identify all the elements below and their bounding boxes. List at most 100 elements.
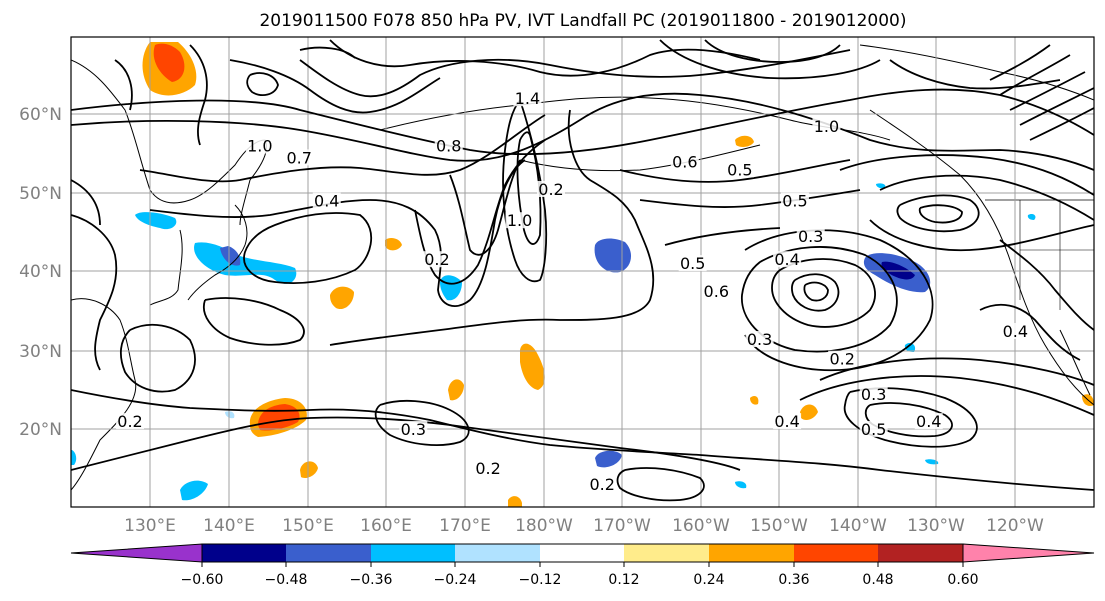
contour-label: 0.6 bbox=[672, 152, 697, 171]
colorbar-outline bbox=[201, 543, 964, 563]
pv-contour bbox=[149, 159, 526, 307]
pv-shade-negative bbox=[904, 342, 916, 352]
pv-contour bbox=[299, 49, 851, 98]
colorbar-tick-labels: −0.60 −0.48 −0.36 −0.24 −0.12 0.12 0.24 … bbox=[181, 572, 979, 588]
lat-label: 50°N bbox=[19, 184, 62, 204]
contour-label: 0.6 bbox=[704, 282, 729, 301]
contour-label-bg bbox=[285, 149, 314, 166]
contour-label: 0.2 bbox=[117, 412, 142, 431]
colorbar-segment bbox=[624, 544, 709, 562]
contour-label-bg bbox=[745, 331, 774, 347]
lon-label: 130°W bbox=[907, 516, 965, 536]
contour-label: 0.5 bbox=[680, 254, 705, 273]
contour-label: 0.4 bbox=[1003, 322, 1028, 341]
pv-contour bbox=[1009, 71, 1086, 111]
contour-label-bg bbox=[474, 460, 503, 477]
pv-shade-positive bbox=[520, 343, 545, 390]
pv-contour bbox=[744, 229, 934, 372]
colorbar-segments bbox=[70, 543, 1095, 563]
pv-shade-positive bbox=[750, 396, 759, 405]
contour-label: 0.3 bbox=[798, 227, 823, 246]
pv-contour bbox=[243, 212, 372, 284]
pv-shade-positive bbox=[385, 237, 402, 251]
contour-label-bg bbox=[780, 192, 809, 209]
contour-label-bg bbox=[670, 153, 699, 170]
contour-label-bg bbox=[513, 90, 542, 107]
pv-shade-negative bbox=[225, 411, 235, 419]
contour-label-bg bbox=[812, 117, 841, 134]
pv-shade-negative bbox=[180, 480, 208, 501]
contour-label: 0.3 bbox=[401, 420, 426, 439]
contour-label: 0.2 bbox=[829, 350, 854, 369]
contour-label: 0.8 bbox=[436, 137, 461, 156]
pv-contour bbox=[918, 204, 963, 224]
contour-label-bg bbox=[505, 212, 534, 229]
pv-contour bbox=[999, 239, 1094, 331]
contour-label-bg bbox=[116, 413, 145, 430]
colorbar-ticks bbox=[201, 562, 964, 567]
pv-shade-positive bbox=[330, 286, 354, 310]
contour-label-bg bbox=[859, 385, 888, 402]
pv-shade-negative bbox=[135, 212, 177, 230]
lat-label: 40°N bbox=[19, 262, 62, 282]
contour-label-bg bbox=[312, 192, 341, 209]
pv-contour bbox=[616, 467, 705, 502]
lon-label: 170°W bbox=[593, 516, 651, 536]
lon-label: 160°W bbox=[672, 516, 730, 536]
colorbar-tick-label: −0.48 bbox=[265, 572, 308, 588]
pv-contour bbox=[71, 416, 741, 471]
colorbar-tick-label: −0.60 bbox=[181, 572, 224, 588]
pv-contour bbox=[329, 109, 655, 346]
colorbar-segment bbox=[709, 544, 794, 562]
pv-contour bbox=[979, 303, 1081, 361]
pv-shade-negative bbox=[440, 275, 462, 301]
colorbar-segment bbox=[878, 544, 963, 562]
pv-contour bbox=[449, 159, 521, 256]
coastline-canada-north bbox=[859, 44, 1094, 101]
pv-shade-negative bbox=[1027, 213, 1036, 220]
contour-label: 1.0 bbox=[814, 117, 839, 136]
lon-label: 170°E bbox=[439, 516, 491, 536]
pv-contour bbox=[879, 174, 1094, 221]
colorbar: −0.60 −0.48 −0.36 −0.24 −0.12 0.12 0.24 … bbox=[70, 543, 1095, 588]
contour-label-bg bbox=[828, 350, 857, 367]
contour-label: 0.2 bbox=[475, 459, 500, 478]
pv-contour bbox=[704, 39, 841, 63]
contour-labels: 1.4 1.0 0.7 0.4 0.8 0.2 1.0 0.2 0.6 0.5 0.5 0.3 0.4 0… bbox=[116, 89, 1030, 494]
pv-contour bbox=[139, 114, 546, 183]
contour-label-bg bbox=[796, 227, 825, 244]
colorbar-tick-label: −0.24 bbox=[434, 572, 477, 588]
contour-label-bg bbox=[245, 137, 274, 154]
pv-shade-positive bbox=[448, 379, 464, 401]
pv-contour bbox=[71, 214, 118, 371]
pv-contour bbox=[741, 246, 898, 353]
pv-contour bbox=[229, 59, 441, 114]
pv-contour bbox=[619, 159, 851, 183]
colorbar-tick-label: −0.12 bbox=[519, 572, 562, 588]
map-frame bbox=[70, 36, 1095, 508]
lat-label: 30°N bbox=[19, 342, 62, 362]
pv-contour bbox=[203, 297, 305, 346]
pv-contour bbox=[989, 44, 1051, 81]
contour-label: 0.4 bbox=[314, 192, 339, 211]
pv-contour bbox=[374, 400, 470, 446]
pv-shade-negative bbox=[735, 481, 747, 489]
pv-shade-negative bbox=[71, 450, 77, 465]
coastline-japan bbox=[187, 204, 248, 301]
contour-label: 0.5 bbox=[861, 420, 886, 439]
contour-label-bg bbox=[434, 137, 463, 154]
contour-label-bg bbox=[588, 475, 617, 492]
contour-label-bg bbox=[773, 251, 802, 268]
contour-label-bg bbox=[678, 255, 707, 272]
colorbar-segment bbox=[540, 544, 624, 562]
pv-contour bbox=[659, 39, 881, 80]
pv-contour bbox=[71, 179, 101, 226]
pv-shade-positive bbox=[800, 404, 818, 420]
lat-label: 60°N bbox=[19, 105, 62, 125]
pv-contour bbox=[189, 44, 208, 146]
pv-shade-positive bbox=[508, 496, 522, 507]
pv-contour bbox=[864, 402, 953, 438]
contour-label-bg bbox=[702, 283, 731, 299]
pv-contour bbox=[639, 189, 861, 208]
